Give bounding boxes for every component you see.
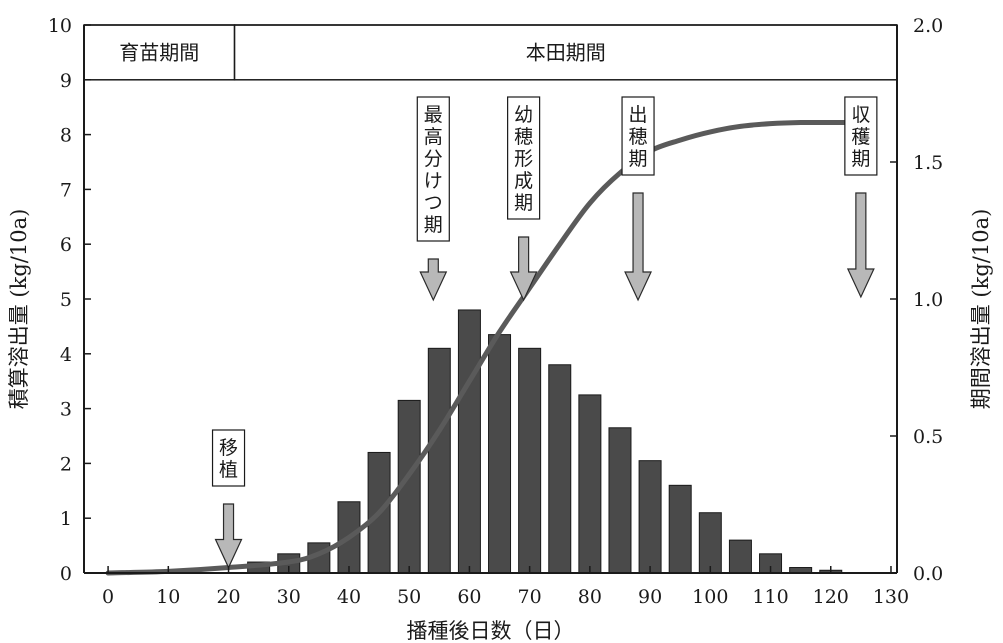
x-tick-label: 130 — [873, 586, 909, 608]
annotation-box — [416, 96, 450, 242]
x-tick-label: 110 — [752, 586, 788, 608]
x-tick-label: 80 — [578, 586, 602, 608]
down-arrow-icon — [624, 192, 652, 302]
y-left-tick-label: 3 — [60, 399, 72, 421]
y-left-tick-label: 0 — [60, 563, 72, 585]
down-arrow-icon — [846, 192, 875, 299]
x-tick-label: 10 — [156, 586, 180, 608]
y-right-tick-label: 0.5 — [913, 426, 943, 448]
bar — [457, 309, 481, 574]
annotation-label: 幼穂形成期 — [514, 104, 533, 214]
x-tick-label: 100 — [692, 586, 728, 608]
x-tick-label: 40 — [337, 586, 361, 608]
period-box — [233, 24, 898, 81]
cumulative-line — [105, 119, 864, 576]
period-box — [83, 24, 236, 81]
y-left-tick-label: 1 — [60, 508, 72, 530]
down-arrow-icon — [509, 236, 538, 302]
stage-annotations: 移植 最高分けつ期 幼穂形成期 出穂期 収穫期 — [211, 96, 878, 569]
bar — [427, 347, 451, 574]
x-tick-label: 120 — [813, 586, 849, 608]
down-arrow-icon — [214, 503, 243, 569]
bar — [608, 427, 632, 574]
annotation-label: 出穂期 — [629, 104, 648, 170]
y-left-tick-label: 8 — [60, 125, 72, 147]
y-right-tick-label: 2.0 — [913, 15, 943, 37]
period-band: 育苗期間 本田期間 — [83, 24, 898, 81]
x-tick-label: 50 — [397, 586, 421, 608]
annotation-box — [507, 96, 541, 220]
annotation-label: 収穫期 — [851, 104, 870, 170]
annotation-box — [844, 96, 878, 176]
y-axis-right-title: 期間溶出量 (kg/10a) — [969, 209, 993, 410]
annotation: 最高分けつ期 — [416, 96, 450, 302]
y-left-tick-label: 9 — [60, 70, 72, 92]
bar — [668, 484, 692, 574]
annotation-label: 移植 — [219, 437, 238, 481]
annotation: 出穂期 — [621, 96, 655, 302]
y-left-tick-label: 5 — [60, 289, 72, 311]
x-tick-label: 0 — [102, 586, 114, 608]
y-left-tick-label: 7 — [60, 179, 72, 201]
period-label: 本田期間 — [526, 40, 606, 64]
down-arrow-icon — [419, 258, 448, 302]
x-axis-title: 播種後日数（日） — [407, 619, 575, 643]
bar — [728, 539, 752, 574]
annotation-label: 最高分けつ期 — [424, 104, 443, 236]
bar — [518, 347, 542, 574]
bar — [578, 394, 602, 574]
x-tick-label: 60 — [457, 586, 481, 608]
y-left-tick-label: 6 — [60, 234, 72, 256]
x-tick-label: 70 — [518, 586, 542, 608]
annotation: 幼穂形成期 — [507, 96, 541, 302]
period-label: 育苗期間 — [119, 40, 199, 64]
annotation: 収穫期 — [844, 96, 878, 299]
bar — [548, 364, 572, 574]
y-right-tick-label: 1.5 — [913, 152, 943, 174]
bar — [488, 334, 512, 574]
y-right-tick-label: 1.0 — [913, 289, 943, 311]
annotation: 移植 — [211, 429, 246, 569]
x-tick-label: 90 — [638, 586, 662, 608]
bar-series — [247, 309, 843, 574]
y-axis-left-title: 積算溶出量 (kg/10a) — [7, 209, 31, 410]
y-left-tick-label: 2 — [60, 453, 72, 475]
bar — [638, 460, 662, 574]
y-left-tick-label: 10 — [48, 15, 72, 37]
axes: 0 10 20 30 40 50 60 70 80 90 100 110 120 130 0 1 2 3 4 5 6 7 8… — [48, 15, 943, 608]
annotation-box — [211, 429, 246, 487]
annotation-box — [621, 96, 655, 176]
y-left-tick-label: 4 — [60, 344, 72, 366]
cumulative-curve — [105, 119, 864, 576]
x-tick-label: 20 — [216, 586, 240, 608]
x-tick-label: 30 — [277, 586, 301, 608]
bar — [698, 512, 722, 574]
y-right-tick-label: 0.0 — [913, 563, 943, 585]
